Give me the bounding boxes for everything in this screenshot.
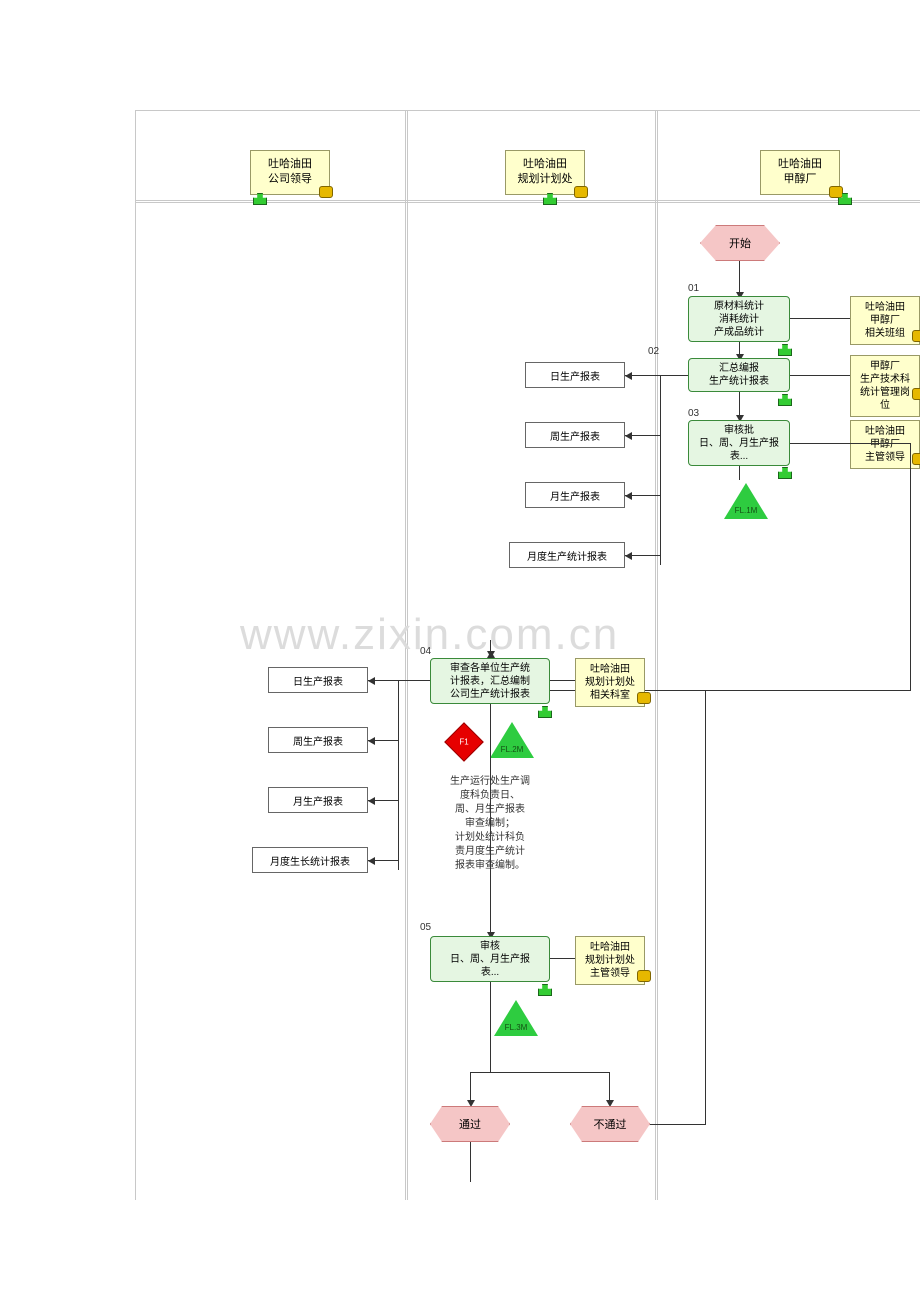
lane3-header: 吐哈油田 甲醇厂 <box>760 150 840 195</box>
conn-01-role <box>790 318 850 319</box>
lane3-line1: 吐哈油田 <box>778 158 822 170</box>
org-icon <box>538 984 552 996</box>
arrow-03-down <box>739 466 740 480</box>
org-icon <box>253 193 267 205</box>
org-icon <box>778 467 792 479</box>
lane-divider-2 <box>655 110 656 1200</box>
arrowhead <box>625 552 632 560</box>
flowchart-canvas: www.zixin.com.cn 吐哈油田 公司领导 吐哈油田 规划计划处 吐哈… <box>0 0 920 1302</box>
role-04: 吐哈油田 规划计划处 相关科室 <box>575 658 645 707</box>
doc-l1: 日生产报表 <box>268 667 368 693</box>
node-05: 审核 日、周、月生产报 表... <box>430 936 550 982</box>
lane2-header: 吐哈油田 规划计划处 <box>505 150 585 195</box>
split-h <box>470 1072 610 1073</box>
person-icon <box>829 186 843 198</box>
doc-l2: 周生产报表 <box>268 727 368 753</box>
conn-02-role <box>790 375 850 376</box>
fail-up <box>705 690 706 1125</box>
frame-left <box>135 110 136 1200</box>
header-baseline <box>135 200 920 201</box>
lane2-line2: 规划计划处 <box>518 173 573 185</box>
arrowhead <box>467 1100 475 1107</box>
step-03: 03 <box>688 408 699 419</box>
frame-top <box>135 110 920 111</box>
step-05: 05 <box>420 922 431 933</box>
split-v-right <box>609 1072 610 1102</box>
route-to04-v-right <box>910 443 911 691</box>
lane1-line2: 公司领导 <box>268 173 312 185</box>
arrowhead <box>368 737 375 745</box>
role-02: 甲醇厂 生产技术科 统计管理岗位 <box>850 355 920 417</box>
lane2-line1: 吐哈油田 <box>523 158 567 170</box>
conn-05-role <box>550 958 575 959</box>
arrowhead <box>368 797 375 805</box>
role-05: 吐哈油田 规划计划处 主管领导 <box>575 936 645 985</box>
triangle-fl3m-label: FL.3M <box>505 1023 528 1032</box>
person-icon <box>912 330 920 342</box>
doc-l4: 月度生长统计报表 <box>252 847 368 873</box>
person-icon <box>637 970 651 982</box>
arrow-start-01 <box>739 261 740 294</box>
conn-04-role <box>550 680 575 681</box>
step-01: 01 <box>688 283 699 294</box>
node-pass: 通过 <box>430 1106 510 1142</box>
org-icon <box>543 193 557 205</box>
pass-label: 通过 <box>459 1116 481 1132</box>
conn-02-left-v <box>660 375 661 565</box>
pass-down <box>470 1142 471 1182</box>
person-icon <box>912 453 920 465</box>
lane-divider-2b <box>657 110 658 1200</box>
lane-divider-1 <box>405 110 406 1200</box>
split-v-left <box>470 1072 471 1102</box>
arrowhead <box>487 651 495 658</box>
lane-divider-1b <box>407 110 408 1200</box>
arrowhead <box>606 1100 614 1107</box>
route-to04-h <box>490 690 910 691</box>
arrowhead <box>368 857 375 865</box>
arrow-04-05 <box>490 704 491 934</box>
org-icon <box>538 706 552 718</box>
node-01: 原材料统计 消耗统计 产成品统计 <box>688 296 790 342</box>
person-icon <box>637 692 651 704</box>
org-icon <box>778 394 792 406</box>
lane3-line2: 甲醇厂 <box>784 173 817 185</box>
conn-04-left <box>398 680 430 681</box>
arrow-05-down <box>490 982 491 1072</box>
person-icon <box>912 388 920 400</box>
org-icon <box>778 344 792 356</box>
node-04: 审查各单位生产统 计报表，汇总编制 公司生产统计报表 <box>430 658 550 704</box>
arrowhead <box>625 372 632 380</box>
diamond-f1-label: F1 <box>459 738 468 747</box>
doc-r4: 月度生产统计报表 <box>509 542 625 568</box>
lane1-line1: 吐哈油田 <box>268 158 312 170</box>
arrowhead <box>368 677 375 685</box>
role-01: 吐哈油田 甲醇厂 相关班组 <box>850 296 920 345</box>
node-02: 汇总编报 生产统计报表 <box>688 358 790 392</box>
start-label: 开始 <box>729 235 751 251</box>
lane1-header: 吐哈油田 公司领导 <box>250 150 330 195</box>
arrow-02-03 <box>739 392 740 417</box>
triangle-fl1m-label: FL.1M <box>735 506 758 515</box>
step-04: 04 <box>420 646 431 657</box>
conn-02-left <box>660 375 688 376</box>
header-baseline2 <box>135 202 920 203</box>
doc-r2: 周生产报表 <box>525 422 625 448</box>
arrowhead <box>625 432 632 440</box>
conn-03-far <box>790 443 910 444</box>
fail-label: 不通过 <box>594 1116 627 1132</box>
start-node: 开始 <box>700 225 780 261</box>
node-fail: 不通过 <box>570 1106 650 1142</box>
arrowhead <box>625 492 632 500</box>
triangle-fl2m-label: FL.2M <box>501 745 524 754</box>
conn-04-left-v <box>398 680 399 870</box>
doc-r1: 日生产报表 <box>525 362 625 388</box>
step-02: 02 <box>648 346 659 357</box>
fail-right <box>650 1124 706 1125</box>
person-icon <box>574 186 588 198</box>
person-icon <box>319 186 333 198</box>
doc-l3: 月生产报表 <box>268 787 368 813</box>
node-03: 审核批 日、周、月生产报 表... <box>688 420 790 466</box>
doc-r3: 月生产报表 <box>525 482 625 508</box>
